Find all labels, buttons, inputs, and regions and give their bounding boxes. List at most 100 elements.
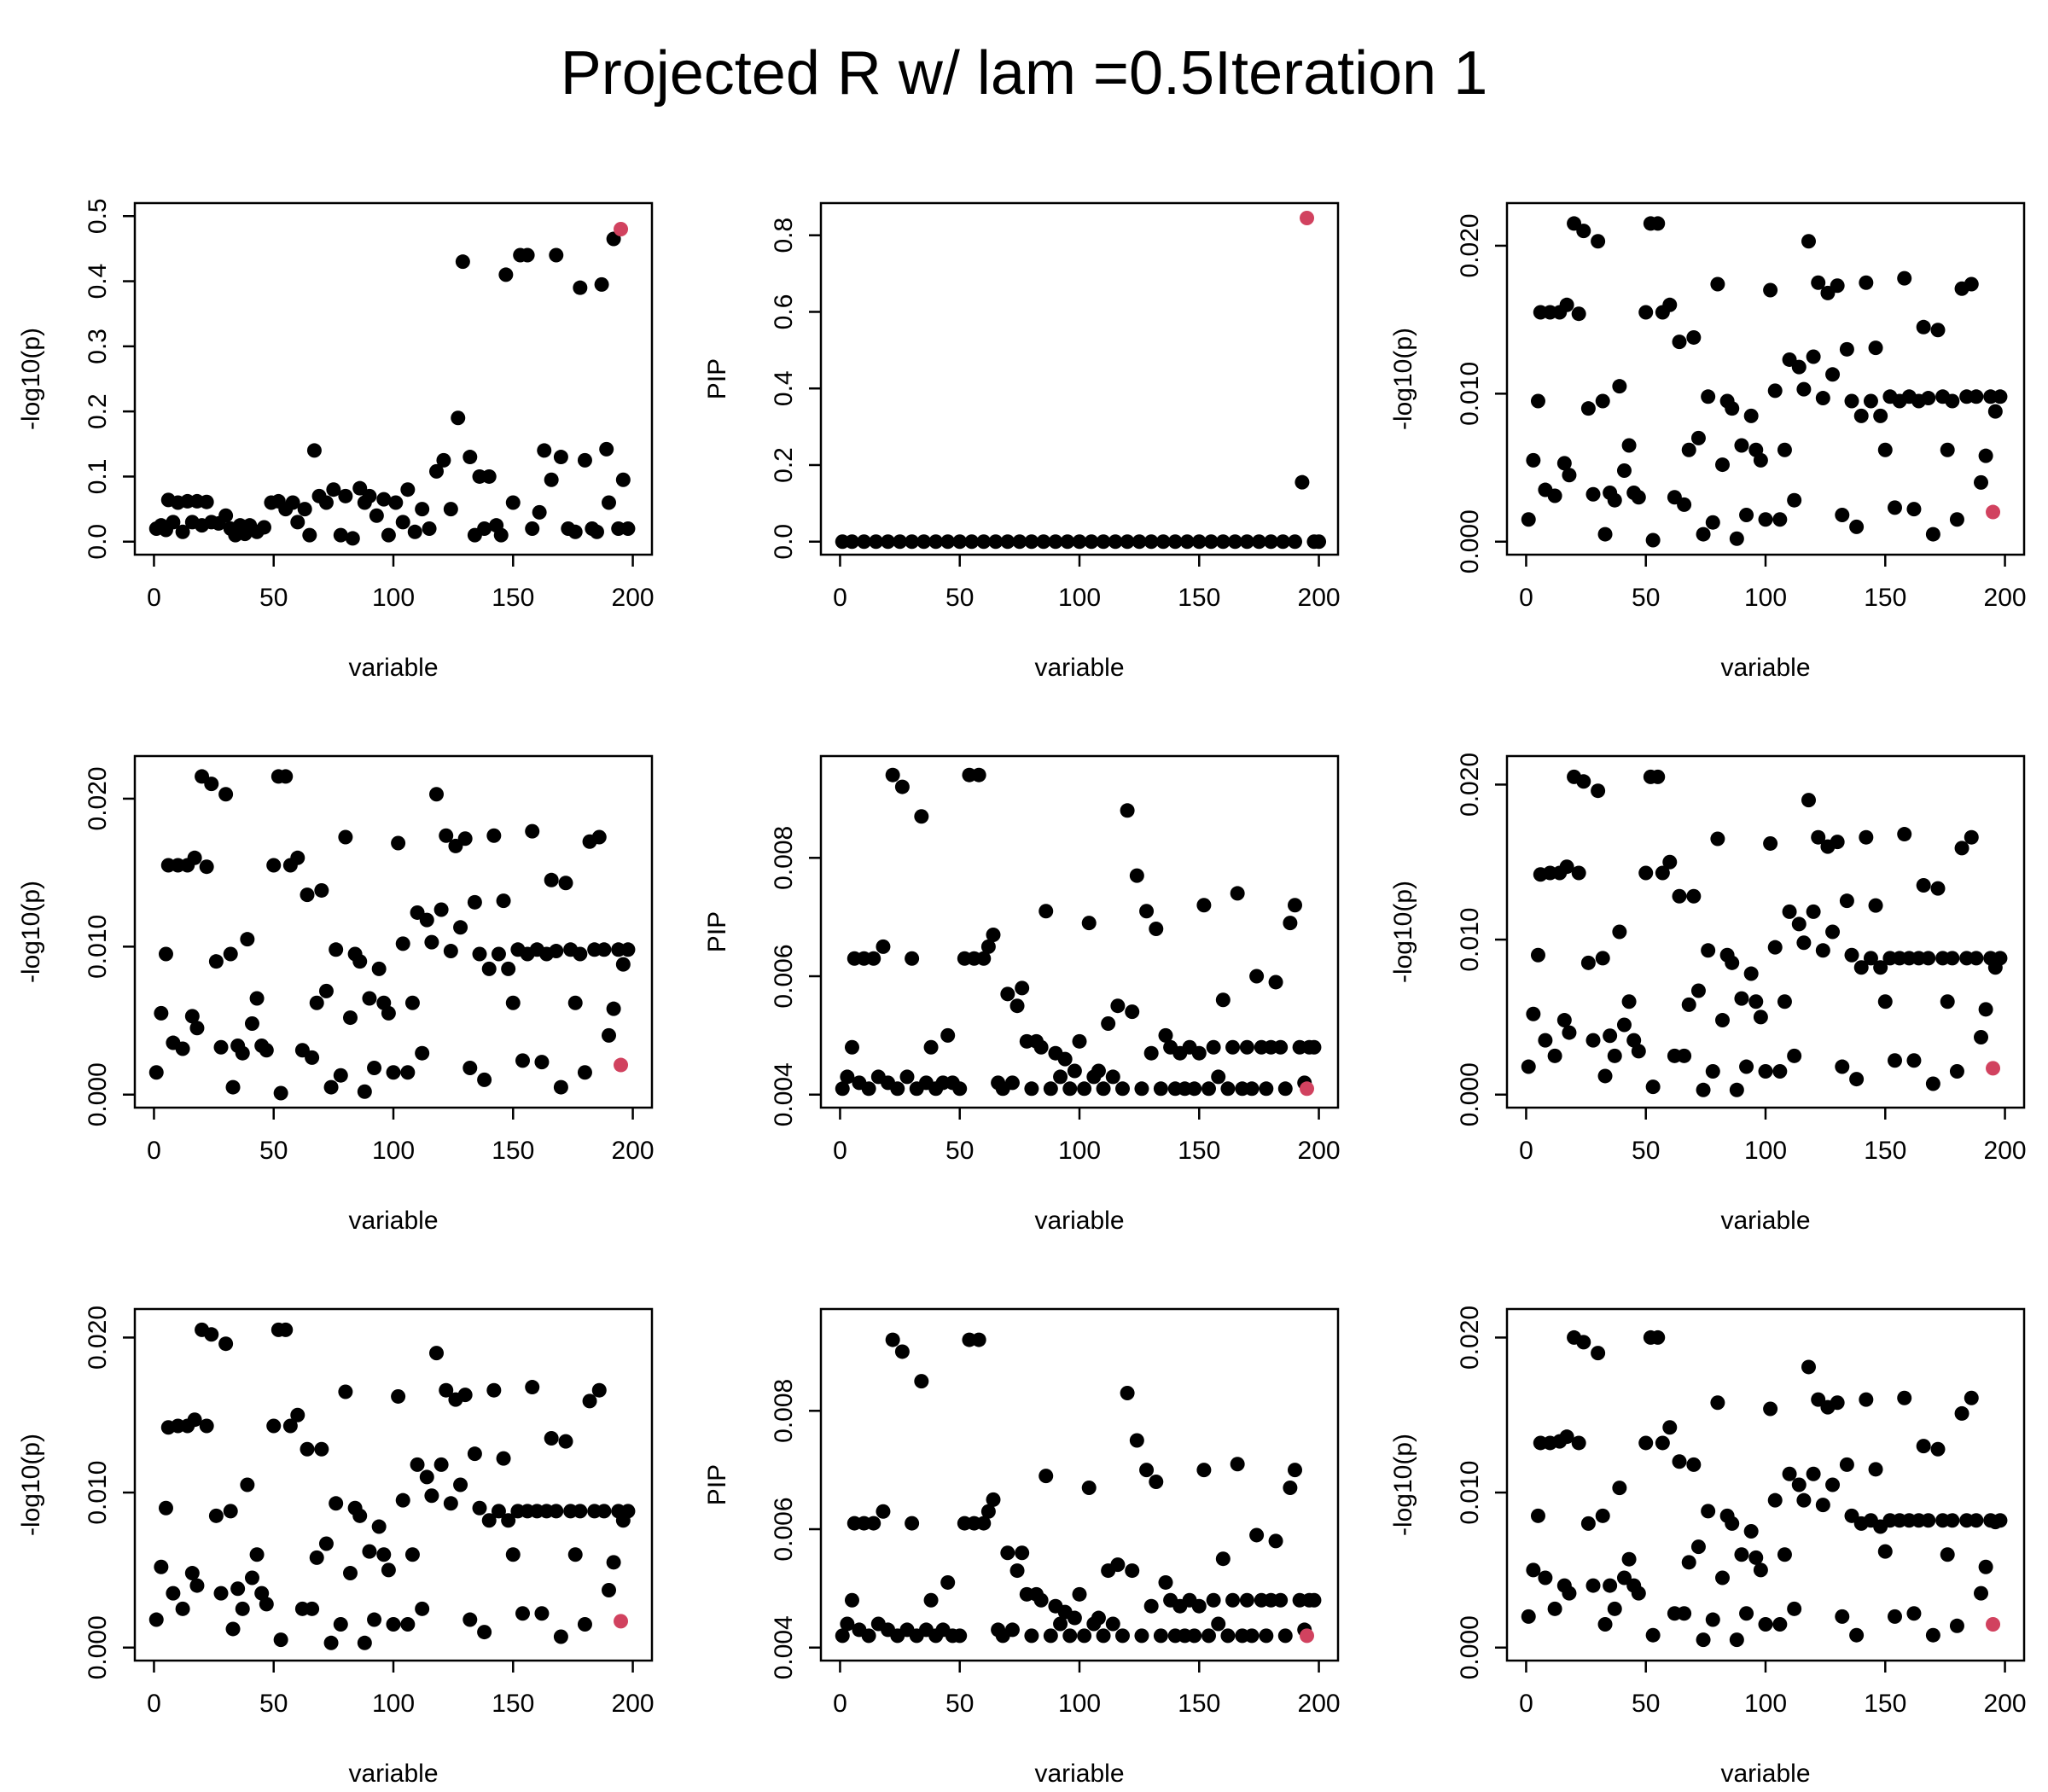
data-point <box>553 450 568 465</box>
data-point <box>1787 1601 1802 1616</box>
data-point <box>1672 335 1687 350</box>
data-point <box>1227 534 1242 550</box>
x-tick-label: 150 <box>1864 1690 1906 1718</box>
data-point <box>1690 983 1706 998</box>
data-point <box>857 534 871 550</box>
data-point <box>1603 1028 1618 1044</box>
data-point <box>1772 1063 1788 1079</box>
data-point <box>861 1081 876 1097</box>
data-point <box>620 1504 636 1519</box>
data-point <box>1024 534 1039 550</box>
data-point <box>1796 1492 1812 1508</box>
x-tick-label: 150 <box>492 584 534 612</box>
data-point <box>472 1500 487 1516</box>
x-tick-label: 200 <box>1298 1690 1341 1718</box>
data-point <box>1873 408 1888 423</box>
data-point <box>305 1601 320 1616</box>
data-point <box>386 1616 401 1632</box>
data-point <box>964 534 980 550</box>
data-point <box>1277 1081 1293 1097</box>
data-point <box>1526 1006 1541 1021</box>
x-tick-label: 200 <box>612 584 655 612</box>
data-point <box>1244 1628 1260 1644</box>
data-point <box>1949 1063 1964 1079</box>
data-point <box>1158 1027 1173 1043</box>
data-point <box>1925 1627 1940 1643</box>
data-point <box>980 939 996 954</box>
data-point <box>1556 456 1572 471</box>
data-point <box>1916 878 1931 893</box>
data-point <box>1616 1017 1632 1033</box>
data-point <box>400 1616 416 1632</box>
data-point <box>1547 1601 1562 1616</box>
data-point <box>1283 1480 1298 1495</box>
data-point <box>905 951 920 966</box>
data-point <box>1758 512 1773 527</box>
data-point <box>1239 1039 1254 1055</box>
data-point <box>589 524 604 539</box>
data-point <box>1263 534 1278 550</box>
data-point <box>1677 1048 1692 1063</box>
data-point <box>1945 951 1960 966</box>
data-point <box>1167 534 1183 550</box>
data-point <box>158 946 173 962</box>
data-point <box>1835 1059 1850 1074</box>
data-point <box>1725 401 1740 416</box>
data-point <box>369 508 384 523</box>
data-point <box>1696 1632 1711 1648</box>
data-point <box>1921 951 1936 966</box>
data-point <box>1134 1628 1149 1644</box>
data-point <box>1607 492 1622 508</box>
x-tick-label: 200 <box>1298 584 1341 612</box>
data-point <box>1748 1550 1764 1565</box>
data-point <box>208 1508 224 1523</box>
x-axis-label: variable <box>1034 654 1124 682</box>
data-point <box>1888 1609 1902 1624</box>
data-point <box>381 527 396 543</box>
data-point <box>1734 991 1749 1006</box>
data-point <box>352 954 368 969</box>
data-point <box>333 527 348 543</box>
data-point <box>1039 904 1054 919</box>
data-point <box>415 1045 430 1061</box>
data-point <box>429 1346 444 1361</box>
data-point <box>415 502 430 517</box>
y-tick-label: 0.010 <box>1456 908 1484 972</box>
x-tick-label: 50 <box>945 1690 974 1718</box>
plot-frame <box>1505 754 2026 1109</box>
data-point <box>154 1559 169 1574</box>
data-point <box>885 1332 900 1347</box>
data-point <box>1758 1063 1773 1079</box>
data-point <box>309 1550 324 1565</box>
data-point <box>1295 474 1310 490</box>
x-tick-label: 0 <box>833 1137 847 1165</box>
data-point <box>1576 774 1591 789</box>
data-point <box>1191 1598 1207 1614</box>
data-point <box>1787 492 1802 508</box>
data-point <box>988 534 1004 550</box>
data-point <box>1187 1628 1202 1644</box>
data-point <box>952 1628 968 1644</box>
data-point <box>894 1344 910 1359</box>
data-point <box>1211 1616 1226 1632</box>
data-point <box>544 872 559 887</box>
data-point <box>1796 381 1812 397</box>
panel-4: 0 50 100 150 200 0.000 0.010 0.020 variable -log1… <box>17 754 655 1235</box>
data-point <box>257 520 271 535</box>
data-point <box>391 835 406 851</box>
data-point <box>467 894 482 910</box>
y-tick-label: 0.004 <box>770 1062 798 1126</box>
data-point <box>407 524 422 539</box>
data-point <box>1964 829 1979 845</box>
data-point <box>235 1045 250 1061</box>
data-point <box>1288 898 1302 913</box>
y-tick-label: 0.0 <box>770 524 798 560</box>
data-point <box>1196 1463 1212 1478</box>
data-point <box>357 1635 372 1650</box>
data-point <box>278 1322 294 1337</box>
data-point <box>1120 534 1135 550</box>
data-point <box>1830 1395 1845 1411</box>
data-point <box>558 1434 573 1449</box>
panel-9: 0 50 100 150 200 0.000 0.010 0.020 variable -log1… <box>1389 1306 2027 1788</box>
data-point <box>1650 769 1666 784</box>
